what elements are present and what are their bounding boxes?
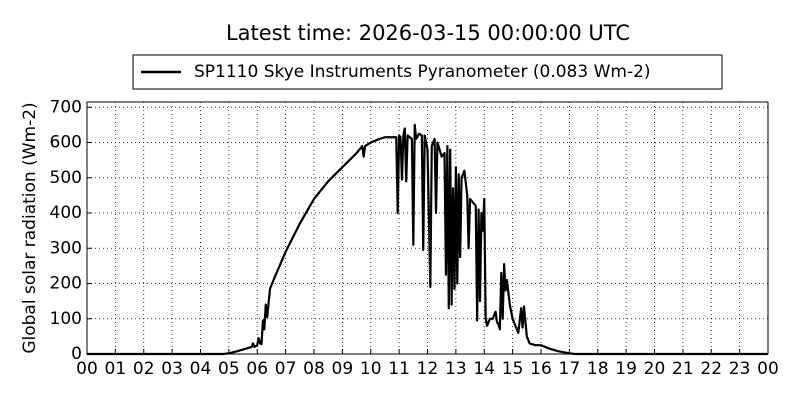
x-tick-label: 16 <box>530 359 552 379</box>
x-tick-label: 03 <box>161 359 183 379</box>
x-tick-label: 18 <box>587 359 609 379</box>
x-tick-label: 10 <box>360 359 382 379</box>
x-tick-label: 01 <box>105 359 127 379</box>
y-axis-label: Global solar radiation (Wm-2) <box>20 102 40 353</box>
x-tick-label: 21 <box>672 359 694 379</box>
x-tick-label: 08 <box>303 359 325 379</box>
x-tick-label: 04 <box>190 359 212 379</box>
x-tick-label: 19 <box>615 359 637 379</box>
x-tick-label: 20 <box>644 359 666 379</box>
x-tick-label: 06 <box>246 359 268 379</box>
legend-label: SP1110 Skye Instruments Pyranometer (0.0… <box>194 62 651 82</box>
x-tick-label: 15 <box>502 359 524 379</box>
x-tick-label: 23 <box>729 359 751 379</box>
x-tick-label: 12 <box>417 359 439 379</box>
y-tick-label: 400 <box>50 203 82 223</box>
x-tick-label: 11 <box>388 359 410 379</box>
x-tick-label: 07 <box>275 359 297 379</box>
y-tick-label: 200 <box>50 274 82 294</box>
x-tick-label: 00 <box>757 359 779 379</box>
x-tick-label: 14 <box>473 359 495 379</box>
legend-box <box>132 54 723 90</box>
x-tick-label: 02 <box>133 359 155 379</box>
y-tick-label: 100 <box>50 309 82 329</box>
x-tick-label: 00 <box>76 359 98 379</box>
x-tick-label: 17 <box>559 359 581 379</box>
data-line <box>87 123 768 356</box>
x-tick-label: 22 <box>700 359 722 379</box>
y-tick-label: 0 <box>71 344 82 364</box>
x-tick-label: 09 <box>332 359 354 379</box>
y-tick-label: 300 <box>50 238 82 258</box>
chart-title: Latest time: 2026-03-15 00:00:00 UTC <box>226 21 630 45</box>
x-tick-label: 13 <box>445 359 467 379</box>
x-tick-label: 05 <box>218 359 240 379</box>
y-tick-label: 600 <box>50 133 82 153</box>
y-tick-label: 500 <box>50 168 82 188</box>
y-tick-label: 700 <box>50 97 82 117</box>
